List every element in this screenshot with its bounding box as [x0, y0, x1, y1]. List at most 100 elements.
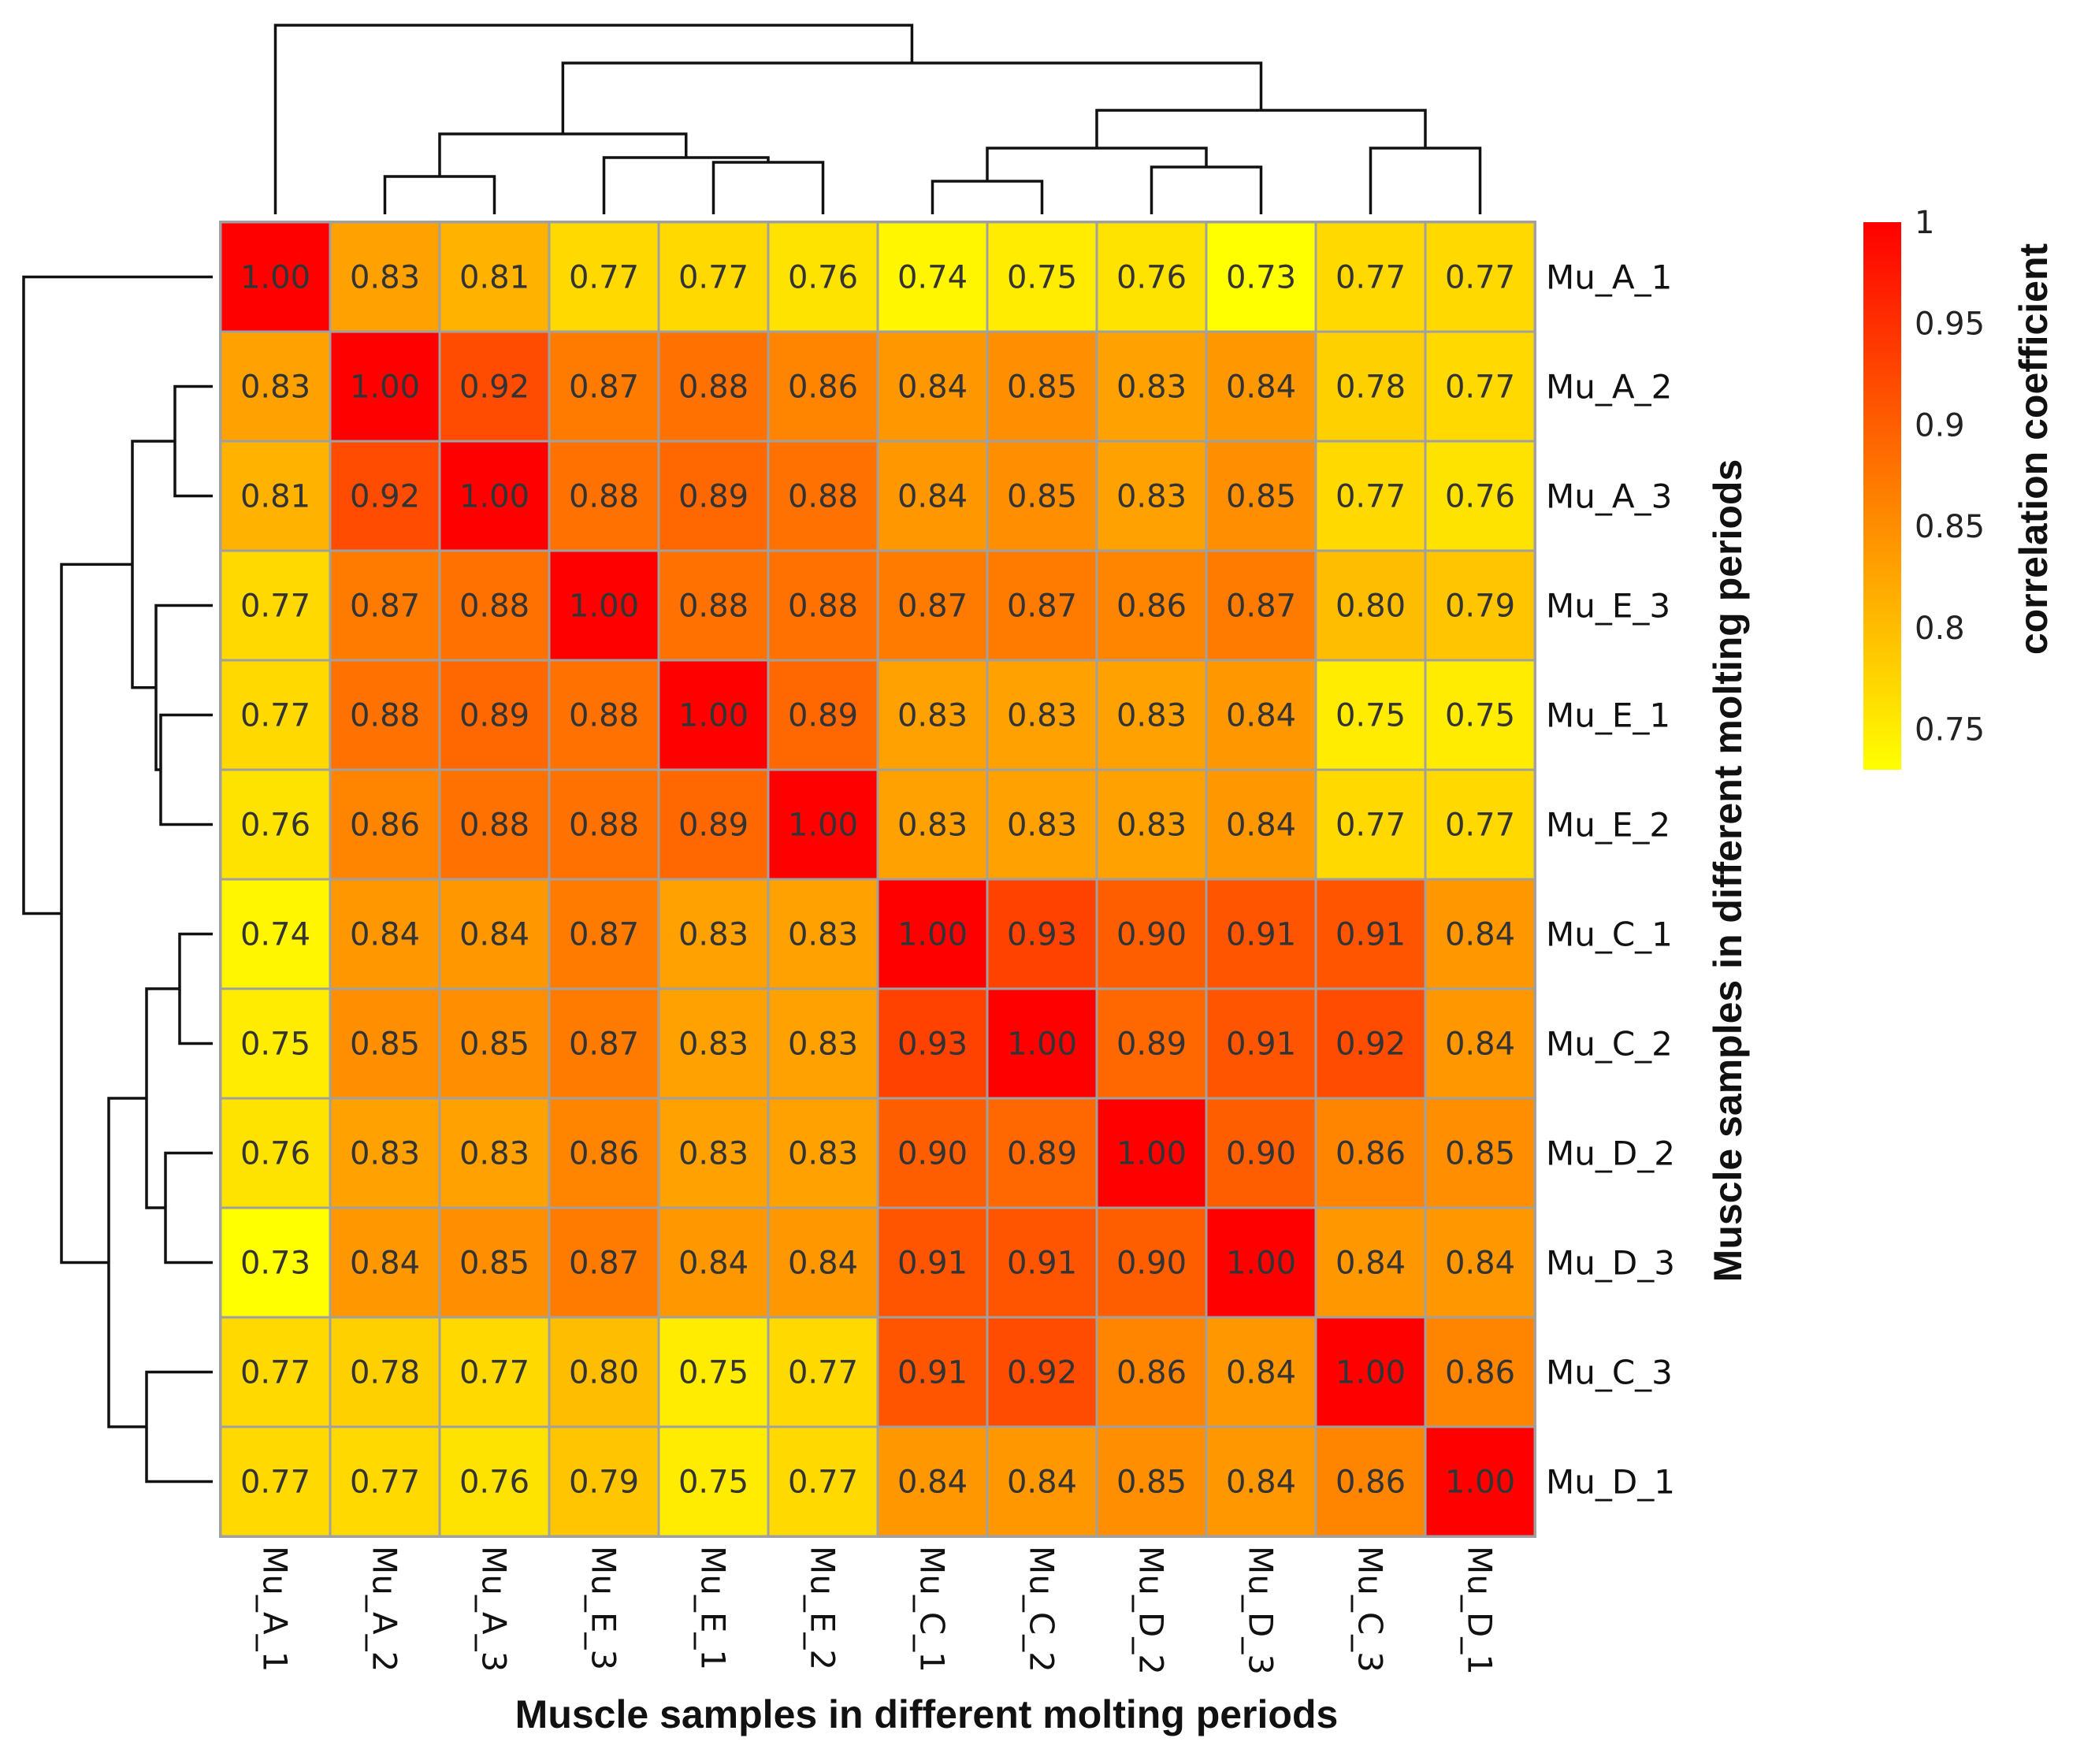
cell-value-label: 0.83 [1007, 808, 1077, 844]
cell-value-label: 0.90 [1116, 917, 1187, 953]
heatmap-cell [1424, 330, 1536, 443]
column-labels: Mu_A_1 Mu_A_2 Mu_A_3 Mu_E_3 Mu_E_1 Mu_E_2 Mu_C… [256, 1546, 1499, 1675]
cell-value-label: 0.84 [678, 1246, 749, 1282]
cell-value-label: 0.77 [788, 1355, 858, 1391]
dendrogram-branch [173, 384, 213, 498]
heatmap-cell [657, 440, 770, 552]
heatmap-cell [329, 659, 441, 771]
heatmap-cell [657, 330, 770, 443]
cell-value-label: 0.75 [678, 1465, 749, 1501]
heatmap-cell [1424, 1316, 1536, 1428]
heatmap-cell [986, 549, 1098, 662]
row-label: Mu_C_1 [1546, 915, 1673, 954]
dendrogram-branch [986, 147, 1208, 181]
row-label: Mu_D_3 [1546, 1244, 1675, 1283]
row-label: Mu_E_1 [1546, 696, 1670, 735]
cell-value-label: 0.84 [897, 479, 968, 515]
cell-value-label: 0.92 [1007, 1355, 1077, 1391]
dendrogram-branch [60, 563, 132, 1265]
cell-value-label: 0.84 [788, 1246, 858, 1282]
cell-value-label: 0.91 [897, 1355, 968, 1391]
heatmap-cell [1205, 878, 1317, 990]
cell-value-label: 0.84 [1226, 1465, 1296, 1501]
column-label: Mu_D_3 [1242, 1546, 1280, 1675]
heatmap-cell [548, 1097, 660, 1209]
dendrogram-branch [178, 932, 213, 1045]
heatmap-cell [657, 1316, 770, 1428]
cell-value-label: 0.86 [1335, 1465, 1406, 1501]
cell-value-label: 0.89 [1007, 1136, 1077, 1172]
cell-value-label: 0.84 [1445, 1027, 1515, 1063]
cell-value-label: 0.83 [678, 917, 749, 953]
cell-value-label: 0.77 [350, 1465, 420, 1501]
cell-value-label: 0.78 [1335, 370, 1406, 406]
cell-value-label: 0.84 [1007, 1465, 1077, 1501]
cell-value-label: 0.84 [897, 1465, 968, 1501]
cell-value-label: 0.77 [1445, 260, 1515, 296]
cell-value-label: 0.76 [1445, 479, 1515, 515]
cell-value-label: 0.91 [1007, 1246, 1077, 1282]
cell-value-label: 0.84 [1226, 698, 1296, 734]
row-labels: Mu_A_1 Mu_A_2 Mu_A_3 Mu_E_3 Mu_E_1 Mu_E_2 Mu_C… [1546, 258, 1675, 1502]
cell-value-label: 0.74 [240, 917, 310, 953]
cell-value-label: 0.77 [240, 1355, 310, 1391]
dendrogram-branch [107, 1097, 147, 1428]
row-label: Mu_C_2 [1546, 1025, 1673, 1064]
heatmap-cell [1205, 221, 1317, 333]
cell-value-label: 0.80 [1335, 589, 1406, 625]
heatmap-cell [876, 440, 989, 552]
heatmap-cell [438, 1425, 551, 1538]
heatmap-cell [219, 987, 332, 1100]
heatmap-cell [1095, 987, 1208, 1100]
heatmap-cell [1205, 1425, 1317, 1538]
heatmap-cell [876, 549, 989, 662]
cell-value-label: 1.00 [1226, 1246, 1296, 1282]
cell-value-label: 0.88 [788, 479, 858, 515]
column-label: Mu_C_3 [1351, 1546, 1390, 1673]
heatmap-cell [986, 1097, 1098, 1209]
cell-value-label: 1.00 [569, 589, 639, 625]
cell-value-label: 0.85 [459, 1246, 529, 1282]
cell-value-label: 1.00 [1335, 1355, 1406, 1391]
heatmap-cell [1314, 330, 1427, 443]
heatmap-cell [548, 659, 660, 771]
cell-value-label: 1.00 [788, 808, 858, 844]
heatmap-cells: 1.00 0.83 0.81 0.77 0.77 0.76 0.74 0.75 0.76 0.73… [219, 221, 1536, 1538]
cell-value-label: 0.93 [1007, 917, 1077, 953]
heatmap-cell [986, 1425, 1098, 1538]
cell-value-label: 0.85 [1445, 1136, 1515, 1172]
legend-ticks: 1 0.95 0.9 0.85 0.8 0.75 [1915, 205, 1985, 748]
heatmap-cell [767, 878, 879, 990]
cell-value-label: 0.87 [569, 917, 639, 953]
legend-tick-label: 0.75 [1915, 712, 1985, 748]
cell-value-label: 0.92 [459, 370, 529, 406]
row-label: Mu_D_1 [1546, 1463, 1675, 1502]
cell-value-label: 0.88 [569, 808, 639, 844]
heatmap-cell [1424, 659, 1536, 771]
heatmap-cell [219, 878, 332, 990]
cell-value-label: 1.00 [1116, 1136, 1187, 1172]
heatmap-cell [438, 221, 551, 333]
dendrogram-branch [931, 180, 1044, 214]
heatmap-cell [657, 987, 770, 1100]
cell-value-label: 0.87 [569, 370, 639, 406]
heatmap-cell [876, 878, 989, 990]
cell-value-label: 0.76 [240, 1136, 310, 1172]
heatmap-cell [1424, 768, 1536, 881]
heatmap-cell [657, 768, 770, 881]
cell-value-label: 0.88 [459, 808, 529, 844]
column-label: Mu_D_2 [1132, 1546, 1171, 1675]
cell-value-label: 0.83 [678, 1027, 749, 1063]
heatmap-cell [1205, 987, 1317, 1100]
column-label: Mu_C_2 [1023, 1546, 1061, 1673]
cell-value-label: 1.00 [350, 370, 420, 406]
heatmap-cell [329, 1316, 441, 1428]
cell-value-label: 0.84 [1226, 370, 1296, 406]
cell-value-label: 0.78 [350, 1355, 420, 1391]
cell-value-label: 0.90 [1226, 1136, 1296, 1172]
cell-value-label: 0.85 [1116, 1465, 1187, 1501]
heatmap-cell [438, 1206, 551, 1319]
cell-value-label: 1.00 [1445, 1465, 1515, 1501]
legend-title: correlation coefficient [2012, 243, 2056, 655]
cell-value-label: 0.83 [788, 1027, 858, 1063]
